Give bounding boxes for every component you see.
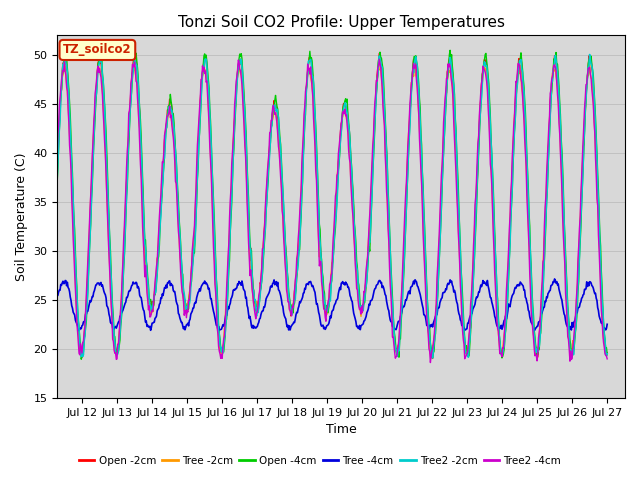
Line: Open -2cm: Open -2cm <box>47 52 607 359</box>
Tree2 -4cm <box>239 111 247 117</box>
Y-axis label: Soil Temperature (C): Soil Temperature (C) <box>15 152 28 281</box>
Open -2cm <box>262 212 269 217</box>
Tree2 -4cm <box>417 166 425 171</box>
Open -2cm <box>212 288 220 294</box>
Tree -4cm <box>386 313 394 319</box>
Open -4cm <box>604 351 611 357</box>
Open -2cm <box>61 49 68 55</box>
Tree2 -4cm <box>212 289 220 295</box>
Tree -4cm <box>417 295 425 301</box>
Line: Open -4cm: Open -4cm <box>47 50 607 359</box>
Tree -2cm <box>240 117 248 123</box>
Tree -2cm <box>410 61 418 67</box>
Tree -2cm <box>386 252 394 258</box>
Line: Tree -4cm: Tree -4cm <box>47 279 607 331</box>
Open -2cm <box>429 356 436 361</box>
Title: Tonzi Soil CO2 Profile: Upper Temperatures: Tonzi Soil CO2 Profile: Upper Temperatur… <box>177 15 504 30</box>
Tree -4cm <box>604 322 611 327</box>
Tree2 -2cm <box>429 355 436 361</box>
Open -4cm <box>446 48 454 53</box>
Legend: Open -2cm, Tree -2cm, Open -4cm, Tree -4cm, Tree2 -2cm, Tree2 -4cm: Open -2cm, Tree -2cm, Open -4cm, Tree -4… <box>75 452 565 470</box>
Open -4cm <box>43 356 51 361</box>
Tree2 -2cm <box>385 211 392 217</box>
Tree -2cm <box>218 355 225 361</box>
Tree2 -2cm <box>260 231 268 237</box>
Open -4cm <box>77 356 85 362</box>
Open -4cm <box>240 95 248 100</box>
Tree -2cm <box>212 283 220 289</box>
Open -2cm <box>43 345 51 350</box>
Tree -2cm <box>262 210 269 216</box>
Tree -2cm <box>109 324 116 329</box>
Open -4cm <box>386 225 394 231</box>
Tree -4cm <box>551 276 559 282</box>
Tree -4cm <box>212 323 220 328</box>
Tree -4cm <box>75 328 83 334</box>
Tree2 -2cm <box>604 351 611 357</box>
Open -2cm <box>386 237 394 242</box>
Line: Tree2 -2cm: Tree2 -2cm <box>47 55 607 358</box>
Open -4cm <box>262 226 269 232</box>
X-axis label: Time: Time <box>326 423 356 436</box>
Tree2 -4cm <box>260 223 268 228</box>
Tree -2cm <box>418 178 426 184</box>
Tree2 -2cm <box>212 263 220 268</box>
Open -2cm <box>417 144 425 149</box>
Open -4cm <box>212 277 220 283</box>
Tree2 -4cm <box>604 356 611 362</box>
Tree -4cm <box>109 327 117 333</box>
Tree2 -4cm <box>376 56 383 62</box>
Open -4cm <box>109 315 117 321</box>
Open -2cm <box>604 350 611 356</box>
Tree -4cm <box>43 322 51 327</box>
Tree2 -2cm <box>417 119 424 125</box>
Open -2cm <box>240 100 248 106</box>
Tree2 -4cm <box>386 264 394 270</box>
Tree -4cm <box>262 301 269 307</box>
Open -2cm <box>109 322 117 327</box>
Tree2 -2cm <box>586 52 593 58</box>
Line: Tree2 -4cm: Tree2 -4cm <box>47 59 607 362</box>
Line: Tree -2cm: Tree -2cm <box>47 64 607 358</box>
Tree2 -4cm <box>109 336 116 342</box>
Tree -2cm <box>604 352 611 358</box>
Tree2 -2cm <box>43 350 51 356</box>
Text: TZ_soilco2: TZ_soilco2 <box>63 44 132 57</box>
Tree -4cm <box>240 288 248 293</box>
Open -4cm <box>417 131 425 137</box>
Tree2 -4cm <box>426 360 434 365</box>
Tree2 -2cm <box>109 312 116 317</box>
Tree2 -4cm <box>43 357 51 363</box>
Tree -2cm <box>43 344 51 349</box>
Tree2 -2cm <box>239 91 247 96</box>
